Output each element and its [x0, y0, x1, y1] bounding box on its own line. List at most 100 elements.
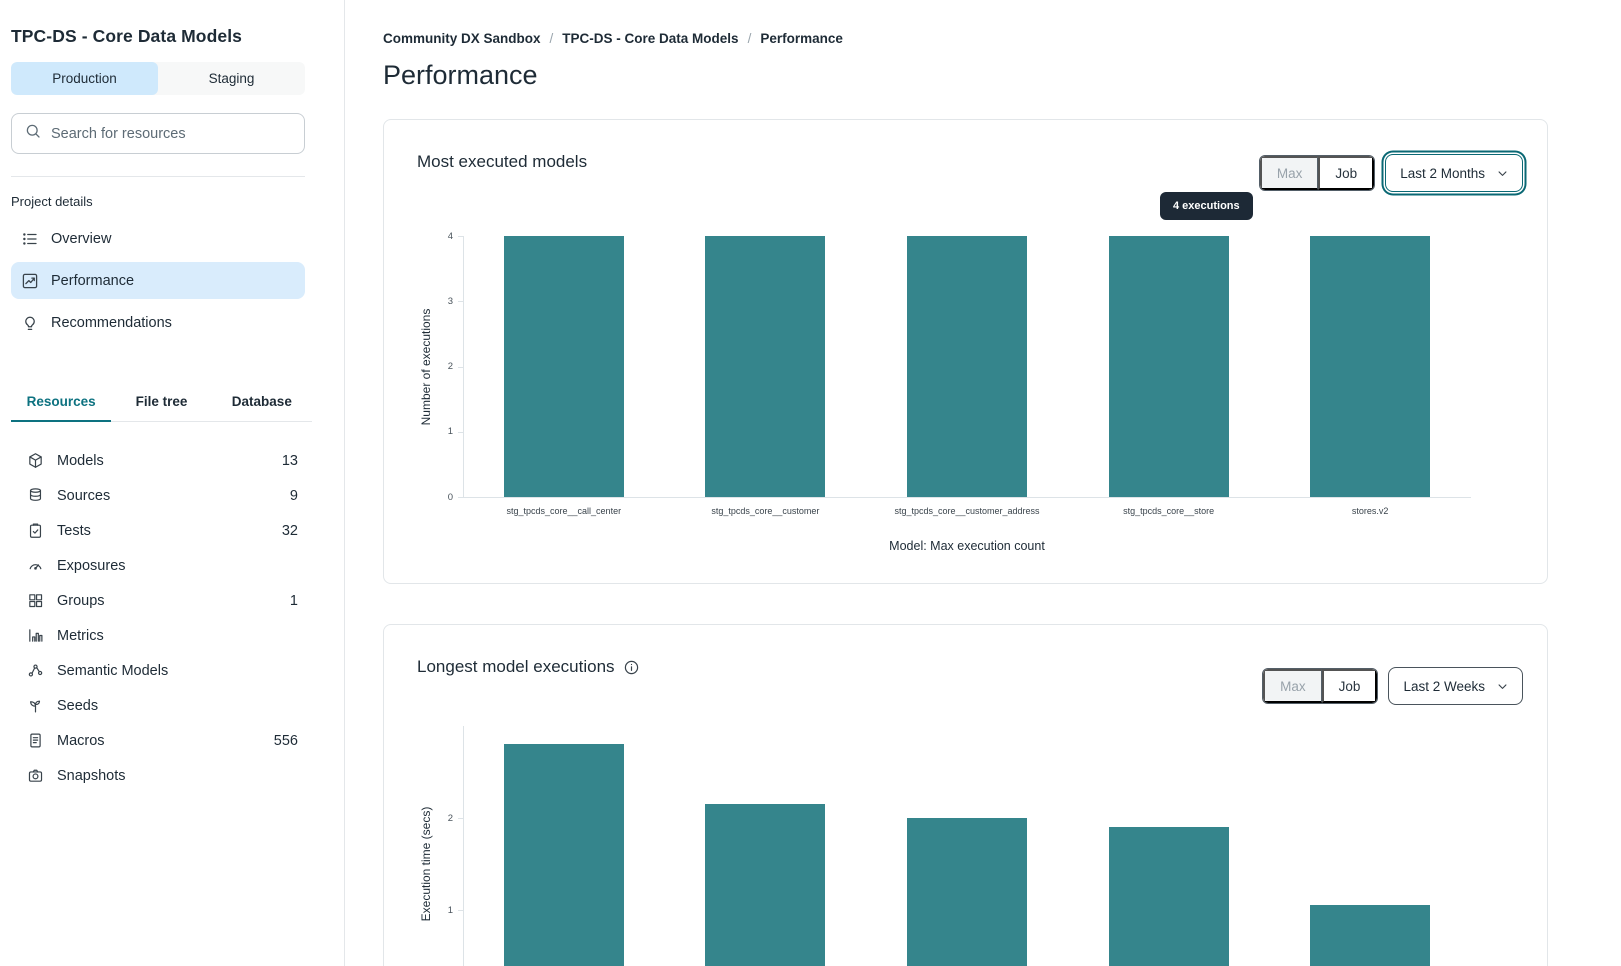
bar-stg_tpcds_core__store[interactable] — [1108, 236, 1229, 497]
sources-icon — [26, 487, 44, 505]
x-category-label: stg_tpcds_core__store — [1123, 506, 1215, 516]
resource-row-tests[interactable]: Tests 32 — [11, 513, 312, 548]
search-input[interactable] — [51, 125, 292, 142]
bar-rank-2[interactable] — [705, 804, 826, 966]
sidebar-item-recommendations[interactable]: Recommendations — [11, 304, 305, 341]
resource-label: Exposures — [57, 557, 126, 574]
aggregate-toggle: Max Job — [1262, 668, 1379, 704]
y-tick-mark — [458, 301, 463, 303]
bar-rank-1[interactable] — [503, 744, 624, 966]
tab-file-tree[interactable]: File tree — [135, 394, 188, 409]
resource-row-semantic-models[interactable]: Semantic Models — [11, 653, 312, 688]
resource-label: Seeds — [57, 697, 99, 714]
resource-search[interactable] — [11, 113, 305, 154]
main-content: Community DX Sandbox / TPC-DS - Core Data … — [345, 0, 1621, 966]
y-axis-title: Execution time (secs) — [419, 806, 433, 922]
sidebar-item-label: Overview — [51, 230, 112, 247]
breadcrumb-link-community-dx-sandbox[interactable]: Community DX Sandbox — [383, 31, 541, 46]
bar-rank-3[interactable] — [907, 818, 1027, 966]
y-tick-mark — [458, 497, 463, 498]
resource-row-seeds[interactable]: Seeds — [11, 688, 312, 723]
resource-row-exposures[interactable]: Exposures — [11, 548, 312, 583]
resource-label: Metrics — [57, 627, 104, 644]
breadcrumb-separator: / — [747, 31, 752, 46]
longest-model-executions-card: Longest model executions Max Job Last 2 … — [383, 624, 1548, 966]
y-axis-title: Number of executions — [419, 308, 433, 425]
line-chart-icon — [21, 272, 39, 290]
y-tick-mark — [458, 236, 463, 237]
sidebar-divider — [11, 176, 305, 177]
x-axis-title: Model: Max execution count — [889, 539, 1045, 553]
tab-resources[interactable]: Resources — [11, 385, 112, 422]
resource-count: 32 — [281, 522, 298, 539]
breadcrumb-link-tpc-ds-core-data-models[interactable]: TPC-DS - Core Data Models — [562, 31, 739, 46]
time-range-value: Last 2 Months — [1400, 165, 1485, 181]
groups-icon — [26, 592, 44, 610]
bar-stg_tpcds_core__call_center[interactable] — [503, 236, 624, 497]
time-range-value: Last 2 Weeks — [1403, 678, 1485, 694]
aggregate-toggle: Max Job — [1258, 155, 1376, 191]
resource-row-models[interactable]: Models 13 — [11, 443, 312, 478]
bar-rank-5[interactable] — [1310, 905, 1431, 966]
job-button[interactable]: Job — [1318, 156, 1375, 190]
resource-label: Groups — [57, 592, 105, 609]
y-tick-mark — [458, 366, 463, 368]
macros-icon — [26, 732, 44, 750]
sidebar-item-performance[interactable]: Performance — [11, 262, 305, 299]
models-icon — [26, 452, 44, 470]
sidebar-item-overview[interactable]: Overview — [11, 220, 305, 257]
y-tick-label: 4 — [447, 230, 453, 242]
snapshots-icon — [26, 767, 44, 785]
y-tick-label: 1 — [447, 426, 453, 438]
most-executed-models-chart: 0 1 2 3 4 stg_tpcds_core__call_center stg_tpcd… — [384, 120, 1547, 583]
resource-row-groups[interactable]: Groups 1 — [11, 583, 312, 618]
x-category-label: stg_tpcds_core__customer — [711, 506, 820, 516]
breadcrumb-separator: / — [549, 31, 554, 46]
y-tick-label: 0 — [447, 491, 453, 503]
page-title: Performance — [383, 60, 538, 90]
sidebar-item-label: Performance — [51, 272, 135, 289]
tab-database[interactable]: Database — [231, 394, 292, 409]
bar-stores.v2[interactable] — [1310, 236, 1431, 497]
resource-label: Models — [57, 452, 104, 469]
project-nav: Overview Performance Recommendations — [11, 220, 305, 341]
x-category-label: stg_tpcds_core__customer_address — [894, 506, 1040, 516]
resource-label: Sources — [57, 487, 111, 504]
chart-title: Longest model executions — [417, 657, 640, 677]
time-range-dropdown[interactable]: Last 2 Weeks — [1388, 667, 1523, 705]
breadcrumb-current: Performance — [760, 31, 843, 46]
environment-switcher: Production Staging — [11, 62, 305, 95]
job-button[interactable]: Job — [1321, 669, 1378, 703]
resource-row-metrics[interactable]: Metrics — [11, 618, 312, 653]
env-tab-staging[interactable]: Staging — [208, 71, 255, 86]
bar-stg_tpcds_core__customer[interactable] — [705, 236, 826, 497]
y-axis-line — [463, 236, 464, 497]
bar-stg_tpcds_core__customer_address[interactable] — [907, 236, 1027, 497]
bar-rank-4[interactable] — [1108, 827, 1229, 966]
chart-controls: Max Job Last 2 Weeks — [1262, 667, 1523, 705]
metrics-icon — [26, 627, 44, 645]
chart-tooltip: 4 executions — [1160, 192, 1253, 220]
chart-title-text: Longest model executions — [417, 657, 615, 676]
resource-row-snapshots[interactable]: Snapshots — [11, 758, 312, 793]
resource-count: 13 — [281, 452, 298, 469]
resource-count: 556 — [273, 732, 298, 749]
max-button[interactable]: Max — [1259, 156, 1319, 190]
resource-list: Models 13 Sources 9 Tests 32 Exposures Groups 1 M… — [11, 443, 312, 793]
longest-model-executions-chart: 1 2 Execution time (secs) — [384, 625, 1547, 966]
y-tick-label: 3 — [447, 295, 453, 307]
seeds-icon — [26, 697, 44, 715]
resource-row-macros[interactable]: Macros 556 — [11, 723, 312, 758]
chart-controls: Max Job Last 2 Months — [1258, 154, 1523, 192]
x-axis-line — [463, 497, 1471, 498]
max-button[interactable]: Max — [1263, 669, 1322, 703]
info-icon[interactable] — [623, 659, 640, 676]
y-tick-mark — [458, 431, 463, 433]
exposures-icon — [26, 557, 44, 575]
time-range-dropdown[interactable]: Last 2 Months — [1385, 154, 1523, 192]
sidebar-tabs: Resources File tree Database — [11, 385, 312, 422]
env-tab-production[interactable]: Production — [11, 62, 158, 95]
x-category-label: stores.v2 — [1351, 506, 1389, 516]
resource-row-sources[interactable]: Sources 9 — [11, 478, 312, 513]
